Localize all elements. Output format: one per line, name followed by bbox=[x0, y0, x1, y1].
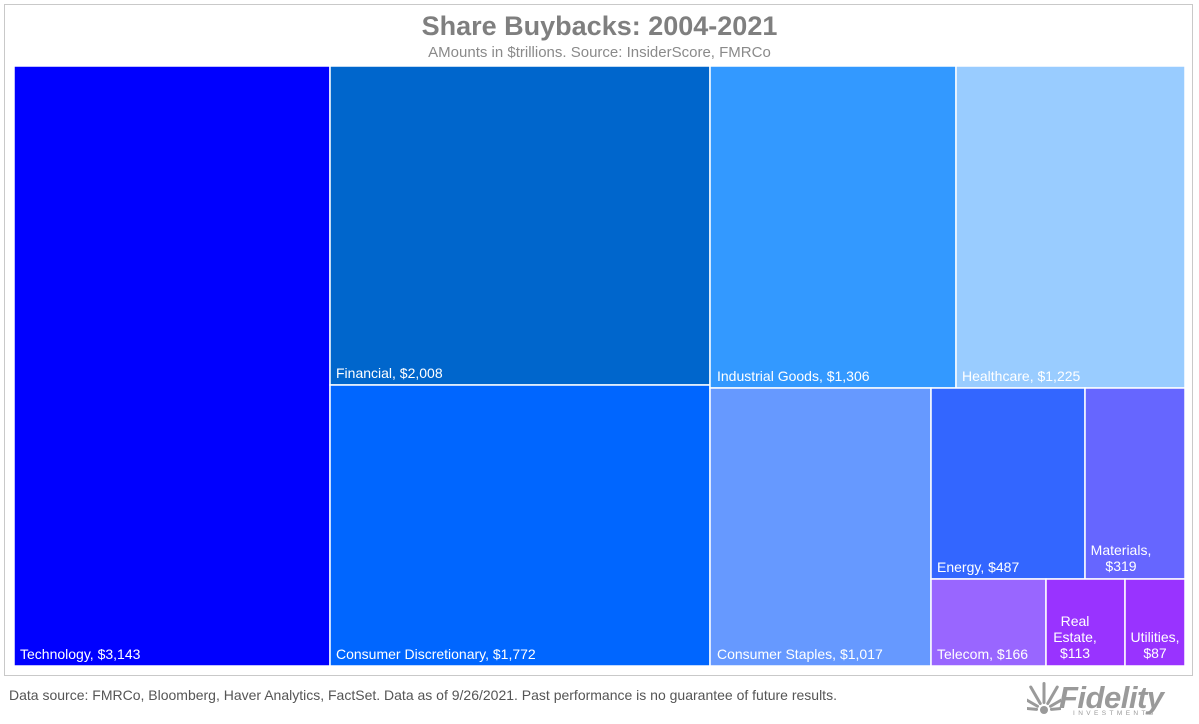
label-materials: Materials, $319 bbox=[1091, 542, 1152, 574]
tile-energy bbox=[930, 387, 1086, 580]
tile-financial bbox=[329, 65, 711, 386]
label-real-estate: Real Estate, $113 bbox=[1053, 613, 1097, 661]
chart-subtitle: AMounts in $trillions. Source: InsiderSc… bbox=[428, 44, 771, 61]
footer-note: Data source: FMRCo, Bloomberg, Haver Ana… bbox=[9, 687, 837, 703]
tile-industrial-goods bbox=[709, 65, 957, 389]
label-financial: Financial, $2,008 bbox=[336, 365, 443, 381]
label-consumer-discretionary: Consumer Discretionary, $1,772 bbox=[336, 646, 536, 662]
tile-consumer-staples bbox=[709, 387, 932, 667]
label-telecom: Telecom, $166 bbox=[937, 646, 1028, 662]
chart-title: Share Buybacks: 2004-2021 bbox=[421, 11, 778, 41]
label-technology: Technology, $3,143 bbox=[20, 646, 141, 662]
fidelity-logo-icon bbox=[1027, 682, 1061, 714]
label-consumer-staples: Consumer Staples, $1,017 bbox=[717, 646, 883, 662]
label-healthcare: Healthcare, $1,225 bbox=[962, 368, 1081, 384]
fidelity-logo: Fidelity INVESTMENTS bbox=[1027, 678, 1197, 722]
tile-healthcare bbox=[955, 65, 1186, 389]
logo-subtext: INVESTMENTS bbox=[1073, 710, 1157, 717]
tile-consumer-discretionary bbox=[329, 384, 711, 667]
label-utilities: Utilities, $87 bbox=[1130, 629, 1179, 661]
tile-technology bbox=[13, 65, 331, 667]
logo-text: Fidelity bbox=[1059, 680, 1164, 715]
tile-materials bbox=[1084, 387, 1186, 580]
tile-utilities bbox=[1124, 578, 1186, 667]
label-industrial-goods: Industrial Goods, $1,306 bbox=[717, 368, 870, 384]
label-energy: Energy, $487 bbox=[937, 559, 1019, 575]
